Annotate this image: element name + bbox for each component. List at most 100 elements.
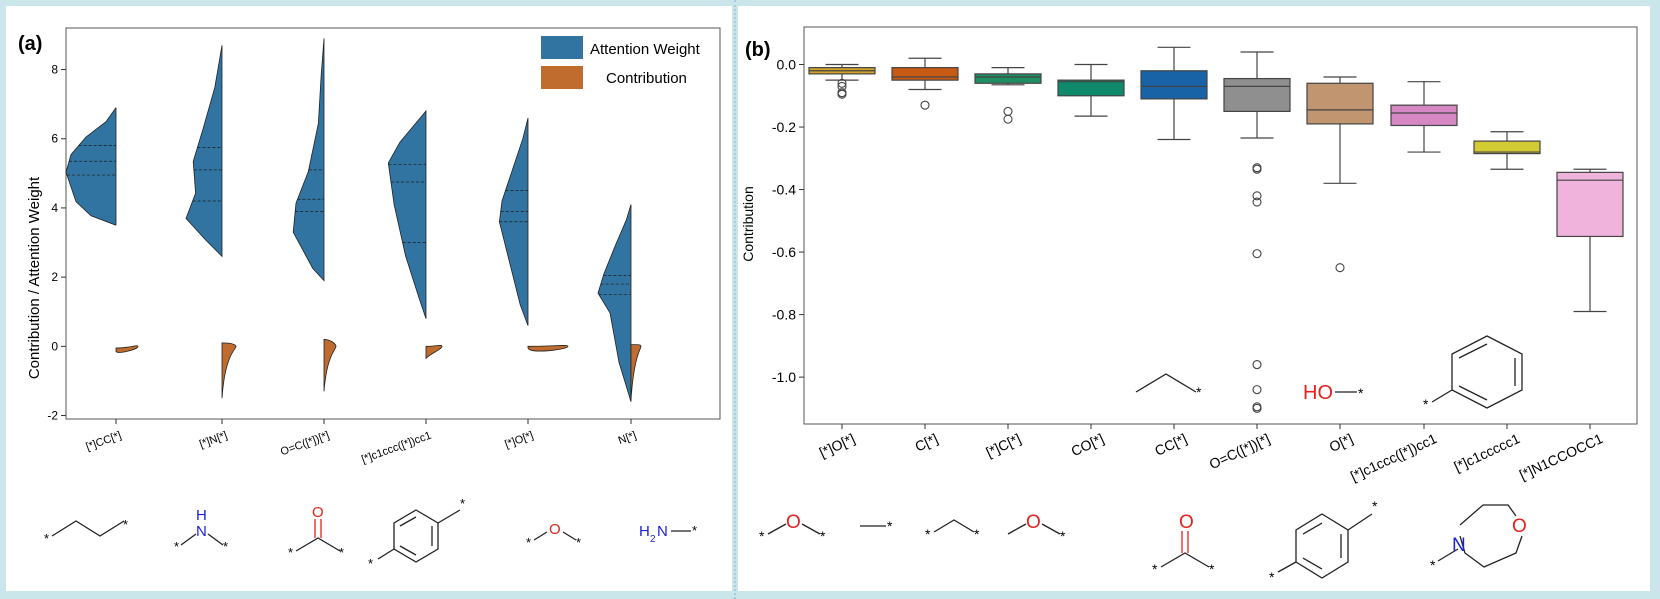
y-tick-label: -2 — [47, 409, 58, 423]
violin-contribution-2 — [323, 339, 337, 392]
x-tick-label-b: [*]c1ccc([*])cc1 — [1348, 430, 1440, 484]
structure-nh-a-n: N — [196, 523, 207, 540]
structure-ketone-b — [1160, 531, 1210, 568]
y-tick-label-b: -0.8 — [772, 307, 796, 323]
y-tick-label: 4 — [51, 201, 58, 215]
structure-co-a-o: O — [312, 504, 324, 521]
violin-contribution-0 — [115, 345, 139, 353]
outlier-point — [1252, 249, 1262, 259]
structure-c-b-star: * — [887, 518, 893, 534]
panel-divider — [734, 0, 736, 599]
panel-label-b: (b) — [745, 39, 771, 61]
structure-ring-a — [377, 509, 461, 563]
inset-ethyl-star: * — [1196, 384, 1202, 400]
x-tick-label-b: [*]C[*] — [983, 430, 1023, 460]
violin-attention-4 — [498, 117, 529, 326]
structure-nh2-a-h: H — [639, 523, 650, 540]
outlier-point — [837, 78, 847, 88]
x-tick-label: O=C([*])[*] — [279, 430, 331, 459]
structure-cc-a-star2: * — [123, 517, 128, 532]
outlier-point — [1003, 106, 1013, 116]
violin-contribution-4 — [527, 345, 569, 352]
structure-nh2-a-star: * — [692, 523, 697, 538]
panel-b: (b) Contribution 0.0 -0.2 -0.4 -0.6 -0.8 -1.0… — [738, 6, 1650, 591]
inset-ho: HO — [1303, 382, 1333, 404]
violin-contribution-3 — [425, 345, 443, 360]
outlier-point — [1252, 403, 1262, 413]
structure-ketone-b-o: O — [1179, 512, 1194, 533]
outlier-point — [1252, 197, 1262, 207]
box-8 — [1473, 140, 1541, 155]
y-tick-label: 2 — [51, 270, 58, 284]
structure-ring-a-star1: * — [460, 496, 465, 511]
box-chart: (b) Contribution 0.0 -0.2 -0.4 -0.6 -0.8 -1.0… — [740, 26, 1638, 585]
structure-cc-a — [51, 520, 125, 537]
inset-benzene — [1431, 335, 1523, 409]
plot-frame — [65, 27, 721, 420]
structure-ketone-b-star2: * — [1209, 561, 1215, 577]
violin-attention-2 — [292, 38, 325, 282]
y-tick-label-b: 0.0 — [777, 57, 797, 73]
structure-ring-b-star1: * — [1372, 498, 1378, 514]
x-tick-label: N[*] — [617, 430, 638, 448]
legend-swatch-contribution — [541, 66, 583, 89]
structure-oo-b — [767, 523, 821, 535]
structure-co-a — [295, 519, 341, 552]
structure-morph-b-n: N — [1452, 535, 1466, 556]
box-2 — [974, 73, 1042, 84]
y-tick-label: 6 — [51, 132, 58, 146]
structure-oo-b-o: O — [786, 512, 801, 533]
x-tick-label-b: [*]O[*] — [817, 430, 858, 460]
box-3 — [1057, 79, 1125, 97]
y-tick-label-b: -0.2 — [772, 119, 796, 135]
structure-oo-b-star1: * — [759, 528, 765, 544]
structure-morph-b-star: * — [1430, 557, 1436, 573]
outlier-point — [1252, 164, 1262, 174]
box-1 — [891, 67, 959, 81]
structure-cc-b — [933, 519, 975, 533]
structure-oo-b-star2: * — [820, 528, 826, 544]
structure-morph-b — [1437, 504, 1523, 568]
structure-ring-b — [1277, 513, 1373, 579]
structure-o-a-star2: * — [576, 535, 581, 550]
legend-swatch-attention — [541, 36, 583, 59]
outlier-point — [1003, 114, 1013, 124]
outlier-point — [1335, 263, 1345, 273]
y-tick-label: 0 — [51, 339, 58, 353]
x-tick-label: [*]O[*] — [503, 430, 535, 451]
structure-nh-a — [180, 533, 224, 546]
outlier-point — [1252, 360, 1262, 370]
y-axis-label-b: Contribution — [740, 186, 756, 262]
structure-o-a-star1: * — [526, 535, 531, 550]
inset-ho-star: * — [1358, 385, 1364, 401]
structure-nh2-a-sub: 2 — [650, 534, 656, 545]
y-tick-label-b: -0.4 — [772, 182, 796, 198]
structure-cc-a-star1: * — [44, 531, 49, 546]
structure-cc-b-star2: * — [974, 526, 980, 542]
structure-co-b — [1007, 523, 1061, 535]
structure-co-b-o: O — [1026, 512, 1041, 533]
box-5 — [1223, 77, 1291, 113]
structure-ring-b-star2: * — [1269, 569, 1275, 585]
violin-contribution-5 — [630, 344, 642, 400]
structure-nh-a-star2: * — [223, 539, 228, 554]
structure-ring-a-star2: * — [368, 556, 373, 571]
x-tick-label: [*]N[*] — [198, 430, 229, 451]
violin-attention-3 — [387, 109, 427, 319]
y-axis-label: Contribution / Attention Weight — [26, 176, 43, 379]
violin-attention-5 — [597, 204, 632, 402]
structure-morph-b-o: O — [1512, 516, 1527, 537]
y-tick-label-b: -0.6 — [772, 244, 796, 260]
violin-attention-1 — [185, 45, 223, 258]
y-tick-label: 8 — [51, 63, 58, 77]
inset-benzene-star: * — [1423, 396, 1429, 412]
outlier-point — [1252, 191, 1262, 201]
legend: Attention Weight Contribution — [541, 36, 701, 89]
structure-o-a-o: O — [549, 521, 561, 538]
structure-nh2-a-n: N — [657, 523, 668, 540]
x-tick-label-b: C[*] — [912, 430, 940, 454]
box-9 — [1556, 171, 1624, 238]
plot-frame-b — [803, 26, 1638, 425]
outlier-point — [837, 89, 847, 99]
x-tick-label-b: O=C([*])[*] — [1207, 430, 1273, 472]
